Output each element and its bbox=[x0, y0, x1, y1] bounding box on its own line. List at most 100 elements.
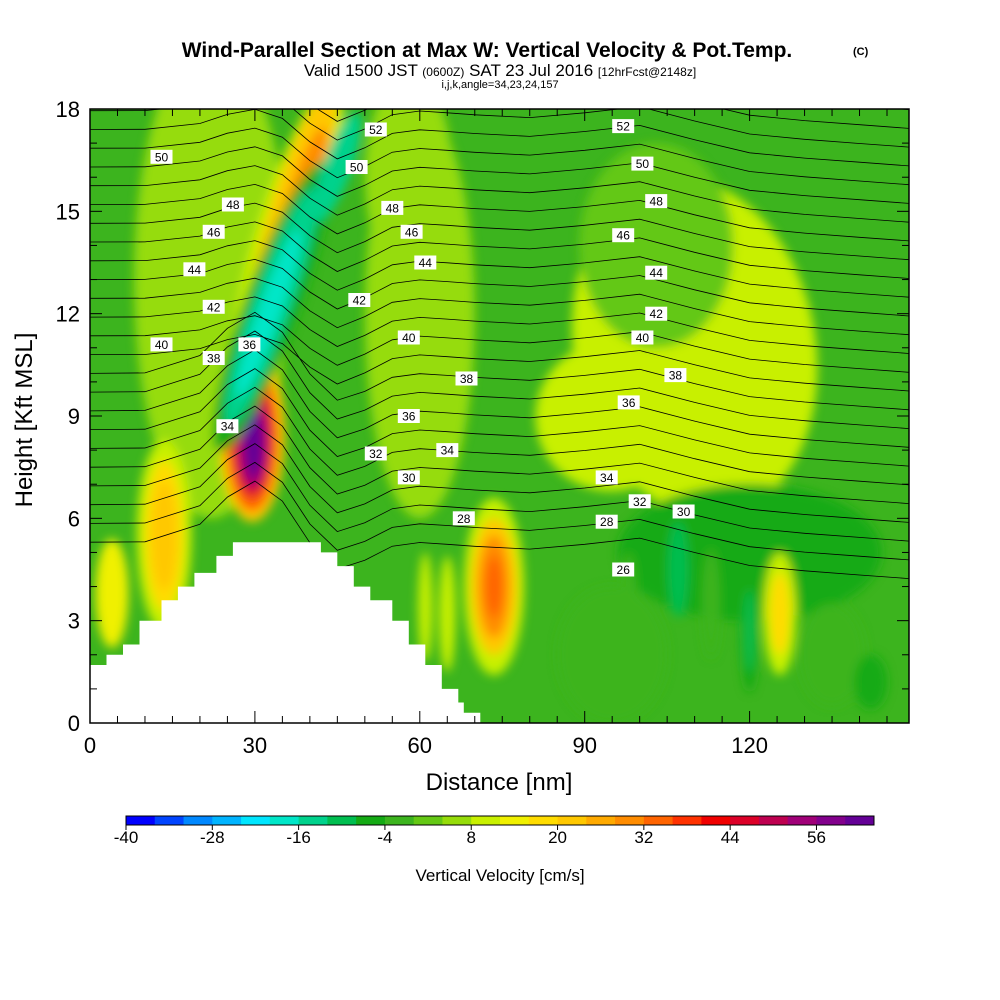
colorbar-swatch bbox=[183, 816, 213, 825]
contour-label: 40 bbox=[150, 337, 173, 352]
colorbar-swatch bbox=[241, 816, 271, 825]
colorbar-tick-label: 44 bbox=[721, 828, 740, 847]
terrain bbox=[90, 542, 481, 723]
contour-label-box bbox=[664, 368, 687, 383]
x-tick-label: 0 bbox=[84, 733, 96, 758]
contour-label-box bbox=[414, 255, 437, 270]
colorbar-swatch bbox=[212, 816, 242, 825]
colorbar-tick-label: -16 bbox=[286, 828, 311, 847]
contour-label: 30 bbox=[397, 470, 420, 485]
theta-contour bbox=[90, 480, 909, 579]
theta-contour bbox=[90, 405, 909, 504]
contour-label-box bbox=[645, 194, 668, 209]
contour-label: 44 bbox=[183, 262, 206, 277]
contour-label-text: 42 bbox=[650, 307, 664, 321]
contour-label-text: 40 bbox=[636, 331, 650, 345]
contour-label: 34 bbox=[216, 419, 239, 434]
contour-label-text: 44 bbox=[650, 266, 664, 280]
contour-label-text: 34 bbox=[441, 444, 455, 458]
colorbar-swatch bbox=[787, 816, 817, 825]
contour-label-box bbox=[202, 224, 225, 239]
theta-contour bbox=[90, 368, 909, 467]
colorbar-swatch bbox=[528, 816, 559, 825]
x-axis-ticks: 0 30 60 90 120 bbox=[84, 109, 888, 758]
theta-contour bbox=[90, 311, 909, 411]
contour-label-text: 34 bbox=[221, 420, 235, 434]
contour-label-box bbox=[183, 262, 206, 277]
contour-label: 36 bbox=[617, 395, 640, 410]
contour-label: 32 bbox=[364, 446, 387, 461]
colorbar-tick-label: -40 bbox=[114, 828, 139, 847]
contour-label-text: 46 bbox=[207, 225, 221, 239]
colorbar-tick-label: 20 bbox=[548, 828, 567, 847]
contour-label: 46 bbox=[612, 228, 635, 243]
velocity-cell bbox=[485, 555, 503, 618]
contour-label: 26 bbox=[612, 562, 635, 577]
colorbar-swatch bbox=[701, 816, 731, 825]
contour-label: 34 bbox=[436, 443, 459, 458]
contour-label-text: 50 bbox=[350, 161, 364, 175]
contour-label-text: 38 bbox=[669, 369, 683, 383]
contour-label-text: 32 bbox=[369, 447, 383, 461]
theta-contour bbox=[90, 296, 909, 354]
theta-contour bbox=[90, 330, 909, 429]
contour-label-box bbox=[397, 470, 420, 485]
theta-contour bbox=[90, 424, 909, 523]
x-tick-label: 90 bbox=[572, 733, 596, 758]
colorbar-swatch bbox=[356, 816, 386, 825]
contour-label-text: 28 bbox=[457, 512, 471, 526]
y-tick-label: 3 bbox=[68, 609, 80, 634]
theta-contour bbox=[90, 277, 909, 336]
colorbar-swatch bbox=[643, 816, 674, 825]
velocity-cell bbox=[769, 572, 790, 655]
contour-label: 36 bbox=[238, 337, 261, 352]
contour-label-box bbox=[452, 511, 475, 526]
contour-label-box bbox=[381, 200, 404, 215]
contour-label-box bbox=[400, 224, 423, 239]
contour-label-text: 40 bbox=[155, 338, 169, 352]
contour-label-box bbox=[612, 119, 635, 134]
theta-contour bbox=[90, 109, 909, 167]
contour-label: 44 bbox=[414, 255, 437, 270]
contour-label-box bbox=[631, 156, 654, 171]
chart-subtitle: Valid 1500 JST (0600Z) SAT 23 Jul 2016 [… bbox=[304, 61, 696, 80]
velocity-cell bbox=[439, 555, 456, 672]
subtitle-forecast: [12hrFcst@2148z] bbox=[598, 65, 696, 79]
y-tick-label: 9 bbox=[68, 404, 80, 429]
contour-label-text: 42 bbox=[207, 300, 221, 314]
contour-label-text: 30 bbox=[677, 505, 691, 519]
colorbar-swatch bbox=[758, 816, 789, 825]
contour-label-box bbox=[238, 337, 261, 352]
contour-label-text: 50 bbox=[155, 150, 169, 164]
contour-label-box bbox=[202, 299, 225, 314]
contour-label: 48 bbox=[221, 197, 244, 212]
contour-label-text: 34 bbox=[600, 471, 614, 485]
theta-contour bbox=[90, 461, 909, 561]
contour-label: 48 bbox=[645, 194, 668, 209]
colorbar-swatch bbox=[413, 816, 443, 825]
contour-label: 38 bbox=[202, 351, 225, 366]
contour-label-text: 30 bbox=[402, 471, 416, 485]
colorbar-swatch bbox=[327, 816, 357, 825]
contour-label-box bbox=[455, 371, 478, 386]
colorbar-swatch bbox=[816, 816, 846, 825]
contour-label: 50 bbox=[345, 160, 368, 175]
contour-label: 30 bbox=[672, 504, 695, 519]
velocity-cell bbox=[702, 549, 720, 659]
colorbar-tick-label: 56 bbox=[807, 828, 826, 847]
contour-label: 44 bbox=[645, 265, 668, 280]
theta-contour bbox=[90, 258, 909, 317]
contour-label-text: 48 bbox=[226, 198, 240, 212]
contour-label-text: 40 bbox=[402, 331, 416, 345]
theta-contour bbox=[90, 146, 909, 204]
contour-label-box bbox=[348, 293, 371, 307]
colorbar-swatch bbox=[586, 816, 616, 825]
copyright-mark: (C) bbox=[853, 46, 869, 58]
contour-label-text: 46 bbox=[617, 229, 631, 243]
theta-contour bbox=[90, 127, 909, 186]
colorbar-tick-label: -4 bbox=[377, 828, 392, 847]
colorbar-tick-label: 8 bbox=[466, 828, 475, 847]
